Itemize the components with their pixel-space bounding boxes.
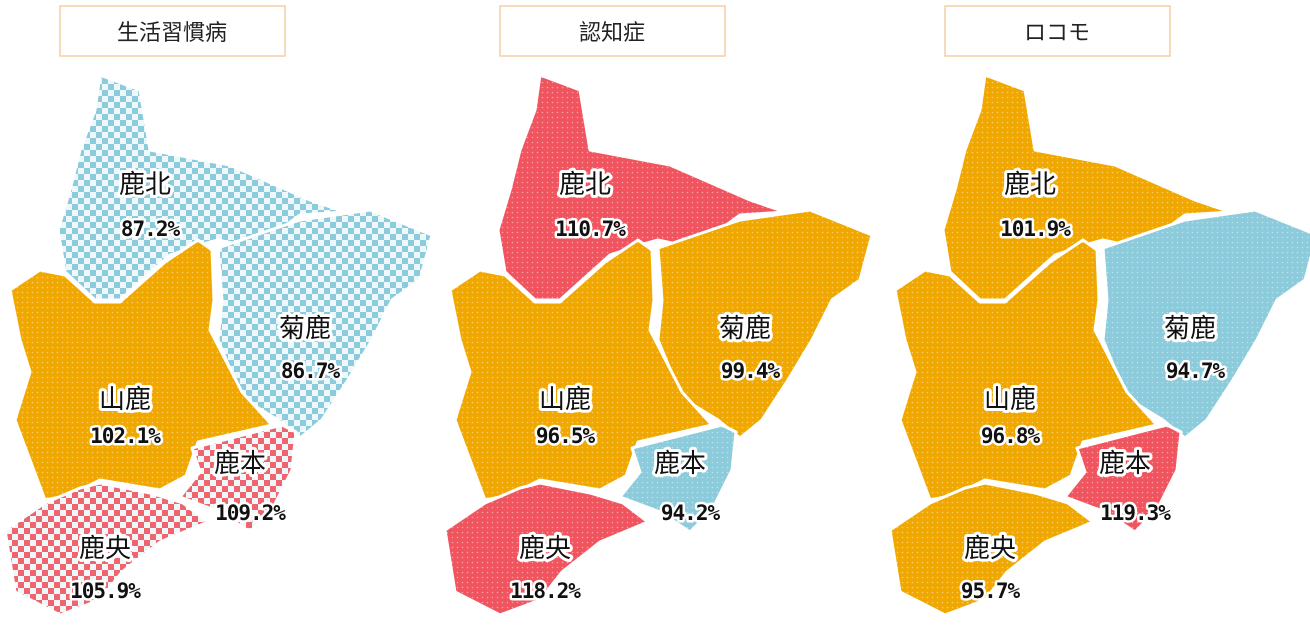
region-name: 鹿本: [654, 449, 706, 479]
region-value: 96.5%: [536, 424, 596, 448]
region: [3, 481, 210, 617]
title-box: [59, 5, 286, 57]
region-name: 菊鹿: [719, 314, 771, 344]
region-name: 鹿本: [214, 449, 266, 479]
region-value: 110.7%: [555, 217, 626, 241]
title-box: [944, 5, 1171, 57]
map-title: 認知症: [579, 21, 645, 46]
region-value: 99.4%: [721, 359, 781, 383]
region-value: 101.9%: [1000, 217, 1071, 241]
region-value: 86.7%: [281, 359, 341, 383]
region-value: 105.9%: [70, 579, 141, 603]
region-name: 鹿央: [964, 534, 1016, 564]
region-value: 96.8%: [981, 424, 1041, 448]
region: [893, 238, 1159, 502]
region-value: 109.2%: [215, 501, 286, 525]
region-name: 鹿本: [1099, 449, 1151, 479]
region-value: 94.2%: [661, 501, 721, 525]
region-name: 鹿北: [119, 170, 171, 200]
region-name: 山鹿: [984, 385, 1036, 415]
region: [1063, 423, 1183, 534]
region-name: 鹿央: [519, 534, 571, 564]
region-name: 山鹿: [99, 385, 151, 415]
region: [178, 423, 298, 534]
region-value: 94.7%: [1166, 359, 1226, 383]
region-name: 鹿北: [1004, 170, 1056, 200]
region-name: 菊鹿: [1164, 314, 1216, 344]
title-box: [499, 5, 726, 57]
region-value: 118.2%: [510, 579, 581, 603]
region: [888, 481, 1095, 617]
region-value: 102.1%: [90, 424, 161, 448]
region-value: 87.2%: [121, 217, 181, 241]
region: [448, 238, 714, 502]
region: [8, 238, 274, 502]
region: [443, 481, 650, 617]
map-title: 生活習慣病: [117, 21, 227, 46]
region-name: 菊鹿: [279, 314, 331, 344]
region-name: 鹿北: [559, 170, 611, 200]
region-name: 山鹿: [539, 385, 591, 415]
region-value: 119.3%: [1100, 501, 1171, 525]
region-name: 鹿央: [79, 534, 131, 564]
map-title: ロコモ: [1024, 21, 1090, 46]
region: [618, 423, 738, 534]
region-value: 95.7%: [961, 579, 1021, 603]
